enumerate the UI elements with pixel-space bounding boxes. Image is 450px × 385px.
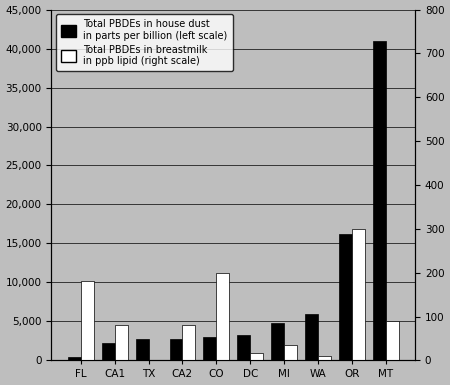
Bar [115, 325, 127, 360]
Bar [203, 337, 216, 360]
Legend: Total PBDEs in house dust
in parts per billion (left scale), Total PBDEs in brea: Total PBDEs in house dust in parts per b… [56, 14, 233, 71]
Bar [216, 273, 229, 360]
Bar [386, 321, 399, 360]
Bar [81, 281, 94, 360]
Bar [170, 338, 182, 360]
Bar [352, 229, 365, 360]
Bar [136, 338, 149, 360]
Bar [250, 353, 263, 360]
Bar [284, 345, 297, 360]
Bar [373, 41, 386, 360]
Bar [339, 234, 352, 360]
Bar [271, 323, 284, 360]
Bar [68, 357, 81, 360]
Bar [102, 343, 115, 360]
Bar [237, 335, 250, 360]
Bar [182, 325, 195, 360]
Bar [305, 314, 318, 360]
Bar [318, 356, 331, 360]
